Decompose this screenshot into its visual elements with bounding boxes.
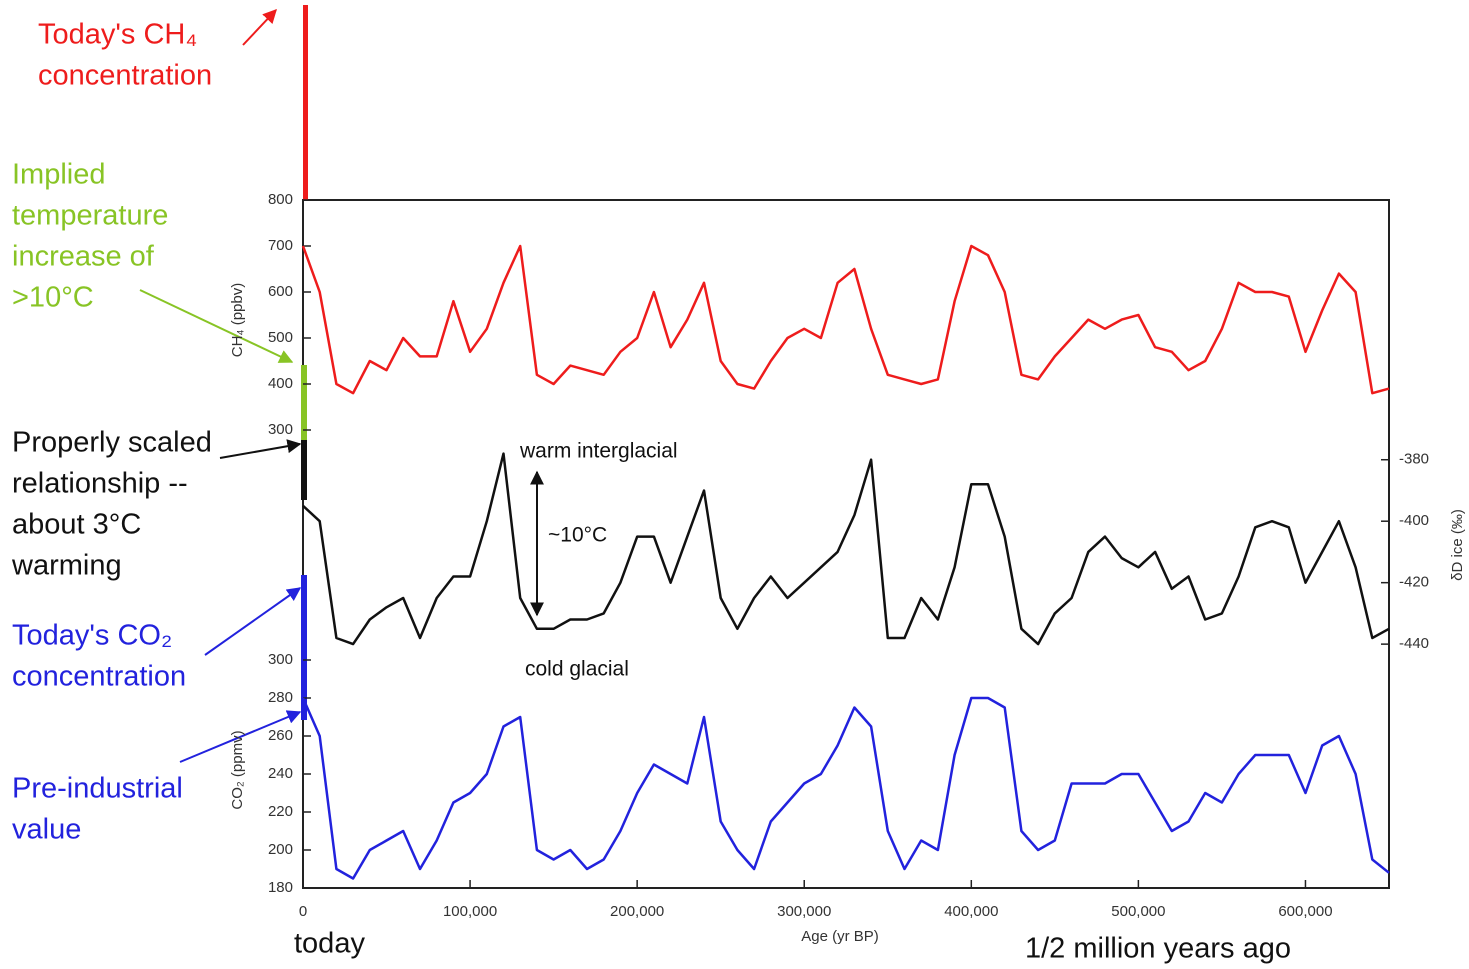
x-axis-label: Age (yr BP) (801, 928, 879, 945)
series-line (302, 452, 1390, 646)
series-line (301, 244, 1390, 395)
y-axis-label: CH₄ (ppbv) (229, 283, 246, 357)
annotation: relationship -- (12, 468, 188, 500)
y-tick-label: 220 (268, 803, 293, 820)
x-tick-label: 600,000 (1278, 903, 1332, 920)
arrow (179, 710, 302, 763)
annotation: concentration (38, 60, 212, 92)
arrow (204, 587, 302, 656)
annotation: increase of (12, 241, 155, 273)
y-tick-label: 280 (268, 689, 293, 706)
note: 1/2 million years ago (1025, 933, 1291, 965)
y-tick-label: 200 (268, 841, 293, 858)
annotation: about 3°C (12, 509, 141, 541)
annotation: Properly scaled (12, 427, 212, 459)
x-tick-label: 200,000 (610, 903, 664, 920)
y-tick-label: 800 (268, 191, 293, 208)
y-tick-label: 700 (268, 237, 293, 254)
arrow (242, 8, 277, 46)
x-tick-label: 500,000 (1111, 903, 1165, 920)
annotation: temperature (12, 200, 168, 232)
y-tick-label: -420 (1399, 574, 1429, 591)
annotation: Today's CO₂ (12, 620, 172, 652)
x-tick-label: 400,000 (944, 903, 998, 920)
note: today (294, 928, 365, 960)
y-tick-label: 300 (268, 421, 293, 438)
x-tick-label: 300,000 (777, 903, 831, 920)
y-tick-label: 180 (268, 879, 293, 896)
annotation: warming (11, 550, 122, 582)
annotation: Today's CH₄ (38, 19, 197, 51)
y-tick-label: 400 (268, 375, 293, 392)
today-co2-bar (301, 575, 307, 720)
y-tick-label: -440 (1399, 635, 1429, 652)
y-axis-label: CO₂ (ppmv) (229, 730, 246, 809)
y-tick-label: -380 (1399, 451, 1429, 468)
annotation: Pre-industrial (12, 773, 183, 805)
x-tick-label: 0 (299, 903, 307, 920)
x-tick-label: 100,000 (443, 903, 497, 920)
y-tick-label: 260 (268, 727, 293, 744)
y-tick-label: 600 (268, 283, 293, 300)
series-line (301, 696, 1390, 880)
y-tick-label: 500 (268, 329, 293, 346)
note: warm interglacial (519, 440, 678, 463)
arrow (139, 289, 294, 363)
annotation: concentration (12, 661, 186, 693)
y-tick-label: 300 (268, 651, 293, 668)
annotation: Implied (12, 159, 106, 191)
y-tick-label: 240 (268, 765, 293, 782)
note: ~10°C (548, 524, 607, 547)
arrow (219, 439, 302, 459)
annotation: value (12, 814, 81, 846)
y-tick-label: -400 (1399, 512, 1429, 529)
annotation: >10°C (12, 282, 94, 314)
y-axis-label: δD ice (‰) (1449, 509, 1466, 581)
scaled-bar (301, 440, 307, 500)
plot-frame (302, 199, 1390, 889)
today-ch4-bar (303, 5, 308, 200)
implied-bar (301, 365, 307, 440)
note: cold glacial (525, 658, 629, 681)
